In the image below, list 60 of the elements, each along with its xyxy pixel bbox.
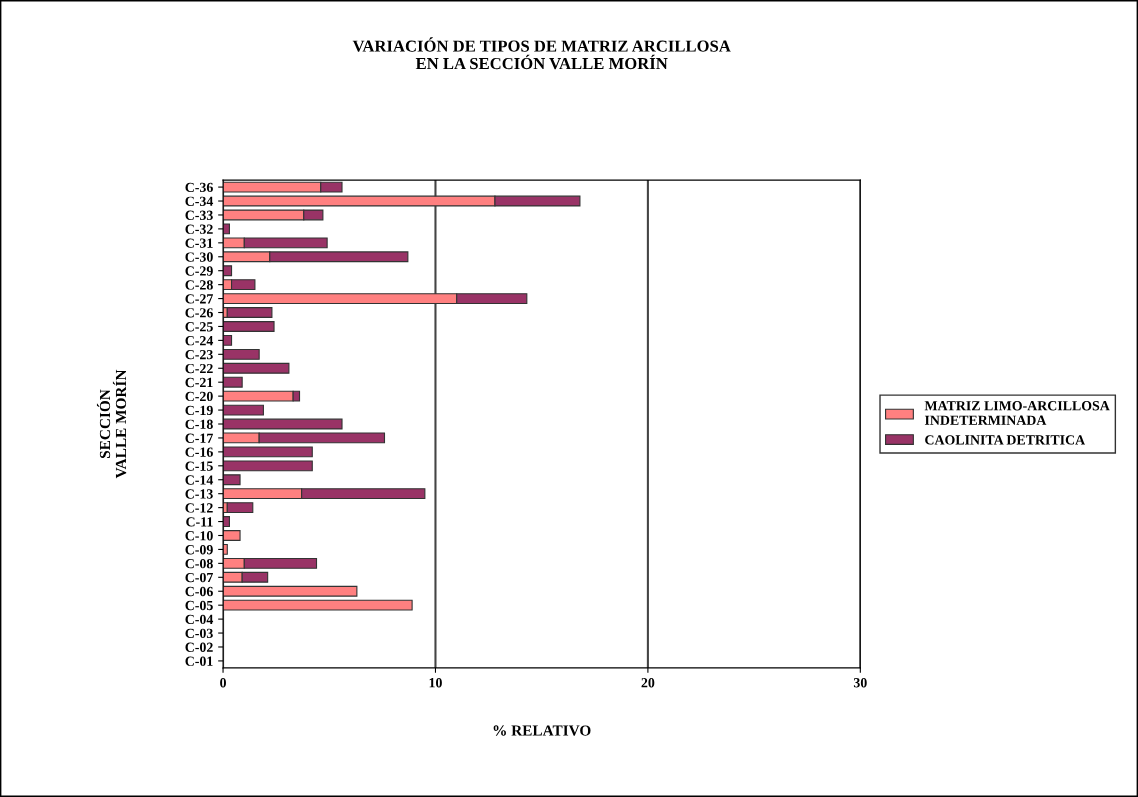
y-tick-label: C-19 — [185, 405, 213, 416]
chart-title: VARIACIÓN DE TIPOS DE MATRIZ ARCILLOSA EN LA SECCIÓN VALLE MORÍN — [352, 37, 731, 70]
y-tick-label: C-32 — [185, 224, 213, 234]
y-tick-label: C-30 — [185, 252, 213, 262]
y-tick-label: C-11 — [186, 517, 213, 527]
y-tick-label: C-20 — [185, 391, 213, 402]
y-tick-label: C-02 — [185, 642, 213, 652]
y-tick-label: C-26 — [185, 308, 213, 318]
y-tick-label: C-21 — [185, 377, 213, 388]
y-tick-label: C-17 — [185, 433, 213, 443]
legend-label: MATRIZ LIMO-ARCILLOSA INDETERMINADA — [924, 401, 1110, 425]
bar — [223, 599, 413, 611]
y-tick-label: C-29 — [185, 266, 213, 276]
y-tick-label: C-16 — [185, 447, 213, 457]
y-tick-label: C-31 — [185, 238, 213, 248]
bar — [223, 474, 241, 486]
bar — [223, 446, 313, 458]
bar — [226, 502, 254, 514]
bar — [223, 265, 233, 277]
bar — [223, 362, 290, 374]
bar — [223, 321, 275, 332]
y-tick-label: C-03 — [185, 628, 213, 638]
legend-label: CAOLINITA DETRITICA — [925, 435, 1086, 445]
y-tick-label: C-14 — [185, 475, 214, 485]
y-tick-label: C-33 — [185, 210, 213, 220]
y-tick-label: C-07 — [185, 572, 213, 583]
bar — [223, 418, 343, 430]
y-tick-label: C-15 — [185, 461, 213, 471]
x-tick-label: 10 — [429, 678, 442, 688]
y-tick-label: C-09 — [185, 545, 213, 555]
y-tick-label: C-25 — [185, 322, 213, 332]
y-tick-label: C-10 — [185, 531, 213, 541]
y-tick-label: C-24 — [185, 336, 214, 346]
x-tick-label: 0 — [220, 678, 226, 688]
y-tick-label: C-18 — [185, 419, 213, 429]
y-tick-label: C-04 — [185, 614, 214, 625]
bar — [223, 585, 358, 597]
y-tick-label: C-06 — [185, 586, 213, 597]
y-tick-label: C-23 — [185, 349, 213, 360]
y-tick-label: C-12 — [185, 503, 213, 513]
y-tick-label: C-28 — [185, 280, 213, 290]
bar — [223, 530, 241, 541]
y-tick-label: C-08 — [185, 558, 213, 569]
x-tick-label: 20 — [641, 678, 655, 688]
y-tick-label: C-27 — [185, 294, 213, 304]
x-axis-title: % RELATIVO — [493, 725, 591, 736]
bar — [223, 404, 264, 416]
y-tick-label: C-36 — [185, 182, 213, 193]
x-tick-label: 30 — [853, 678, 867, 688]
bar — [223, 376, 243, 388]
y-tick-label: C-22 — [185, 363, 213, 374]
y-tick-label: C-34 — [185, 196, 214, 206]
bar — [223, 348, 260, 360]
bar — [223, 334, 233, 346]
y-tick-label: C-01 — [185, 656, 213, 666]
y-axis-title: SECCIÓN VALLE MORÍN — [96, 369, 127, 479]
bar — [226, 307, 273, 318]
bar — [223, 460, 313, 472]
y-tick-label: C-13 — [185, 489, 213, 499]
y-tick-label: C-05 — [185, 600, 213, 611]
